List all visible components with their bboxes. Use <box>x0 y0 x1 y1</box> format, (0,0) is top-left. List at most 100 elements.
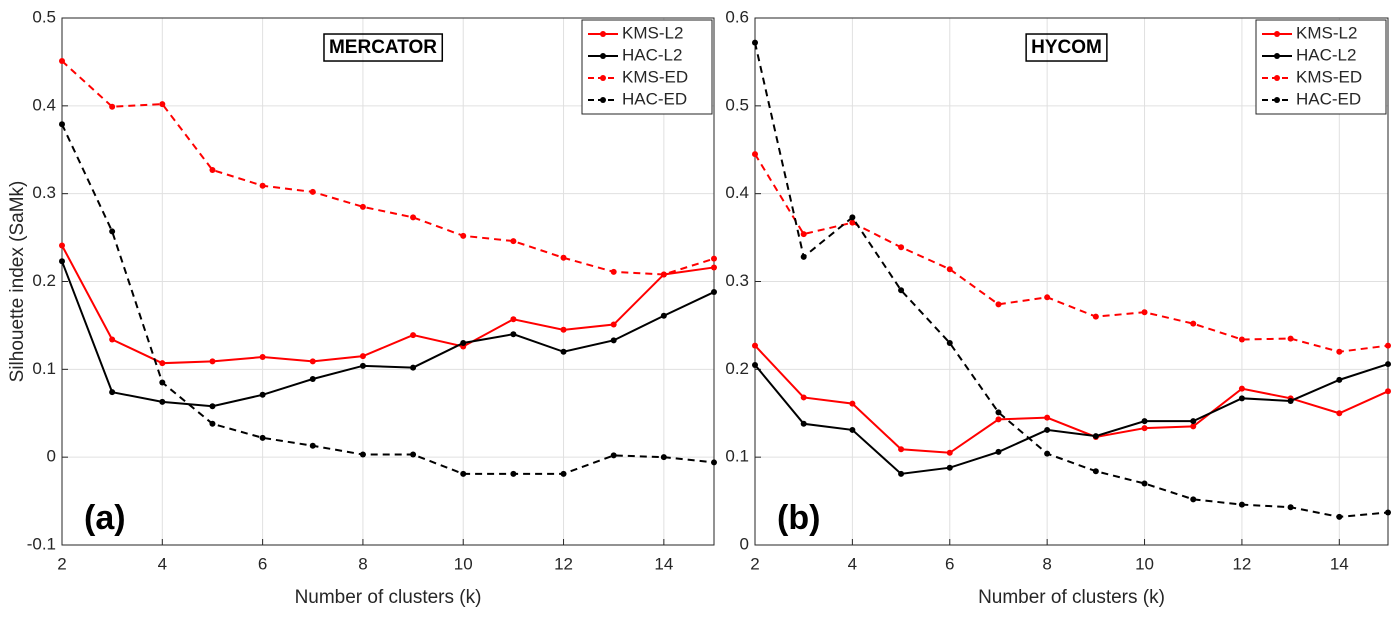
data-point <box>995 448 1002 455</box>
data-point <box>1044 414 1051 421</box>
data-point <box>946 449 953 456</box>
data-point <box>109 103 116 110</box>
data-point <box>1044 450 1051 457</box>
data-point <box>410 332 417 339</box>
data-point <box>995 416 1002 423</box>
data-point <box>410 214 417 221</box>
data-point <box>898 244 905 251</box>
panel-title: HYCOM <box>1031 37 1102 58</box>
data-point <box>711 289 717 296</box>
data-point <box>1141 425 1148 432</box>
series-line <box>754 363 1389 475</box>
data-point <box>800 253 807 260</box>
data-point <box>800 231 807 238</box>
data-point <box>995 301 1002 308</box>
x-tick-label: 14 <box>654 554 673 573</box>
legend-marker <box>600 97 606 103</box>
data-point <box>159 398 166 405</box>
y-tick-label: -0.1 <box>27 534 56 553</box>
data-point <box>359 362 366 369</box>
data-point <box>359 451 366 458</box>
y-tick-label: 0.6 <box>725 7 749 26</box>
data-point <box>109 228 116 235</box>
x-tick-label: 2 <box>57 554 66 573</box>
data-point <box>1336 376 1343 383</box>
title-box <box>323 33 444 62</box>
series-line <box>61 123 715 475</box>
data-point <box>1385 509 1391 516</box>
data-point <box>898 287 905 294</box>
data-point <box>359 353 366 360</box>
data-point <box>510 331 517 338</box>
data-point <box>510 238 517 245</box>
data-point <box>410 364 417 371</box>
data-point <box>1190 423 1197 430</box>
x-tick-label: 12 <box>554 554 573 573</box>
data-point <box>359 203 366 210</box>
data-point <box>800 420 807 427</box>
x-tick-label: 4 <box>158 554 167 573</box>
data-point <box>59 242 65 249</box>
legend-marker <box>600 53 606 59</box>
x-tick-label: 12 <box>1232 554 1251 573</box>
data-point <box>309 442 316 449</box>
legend-label: HAC-L2 <box>1296 45 1356 64</box>
data-point <box>1385 361 1391 368</box>
axes-box <box>754 17 1389 546</box>
data-point <box>1238 395 1245 402</box>
data-point <box>610 268 617 275</box>
data-point <box>1287 504 1294 511</box>
data-point <box>946 464 953 471</box>
y-tick-label: 0.1 <box>725 447 749 466</box>
x-tick-label: 4 <box>848 554 857 573</box>
axes-box <box>61 17 715 546</box>
y-axis-label: Silhouette index (SaMk) <box>7 181 28 383</box>
data-point <box>1092 313 1099 320</box>
data-point <box>460 339 467 346</box>
y-tick-label: 0.1 <box>32 359 56 378</box>
x-axis-label: Number of clusters (k) <box>295 587 482 608</box>
data-point <box>1385 388 1391 395</box>
data-point <box>752 39 758 46</box>
data-point <box>610 452 617 459</box>
data-point <box>560 326 567 333</box>
legend-label: KMS-ED <box>622 67 688 86</box>
data-point <box>109 336 116 343</box>
series-line <box>61 245 715 365</box>
x-tick-label: 10 <box>1135 554 1154 573</box>
data-point <box>209 403 216 410</box>
y-tick-label: 0 <box>47 447 56 466</box>
legend-label: HAC-ED <box>1296 89 1361 108</box>
x-tick-label: 14 <box>1330 554 1349 573</box>
y-tick-label: 0.2 <box>725 359 749 378</box>
data-point <box>711 255 717 262</box>
data-point <box>410 451 417 458</box>
data-point <box>610 321 617 328</box>
y-tick-label: 0 <box>740 534 749 553</box>
data-point <box>159 379 166 386</box>
data-point <box>1238 336 1245 343</box>
legend-label: KMS-L2 <box>622 23 683 42</box>
data-point <box>711 264 717 271</box>
data-point <box>946 266 953 273</box>
data-point <box>1190 496 1197 503</box>
data-point <box>59 121 65 128</box>
data-point <box>259 182 266 189</box>
data-point <box>309 358 316 365</box>
data-point <box>660 271 667 278</box>
data-point <box>1092 468 1099 475</box>
data-point <box>1336 410 1343 417</box>
y-tick-label: 0.3 <box>725 271 749 290</box>
legend-marker <box>600 75 606 81</box>
data-point <box>1238 385 1245 392</box>
data-point <box>259 391 266 398</box>
panel-annotation: (b) <box>777 499 820 537</box>
data-point <box>660 454 667 461</box>
data-point <box>898 470 905 477</box>
data-point <box>1287 397 1294 404</box>
data-point <box>1141 309 1148 316</box>
panel-annotation: (a) <box>84 499 126 537</box>
data-point <box>849 214 856 221</box>
x-tick-label: 8 <box>358 554 367 573</box>
data-point <box>59 58 65 65</box>
